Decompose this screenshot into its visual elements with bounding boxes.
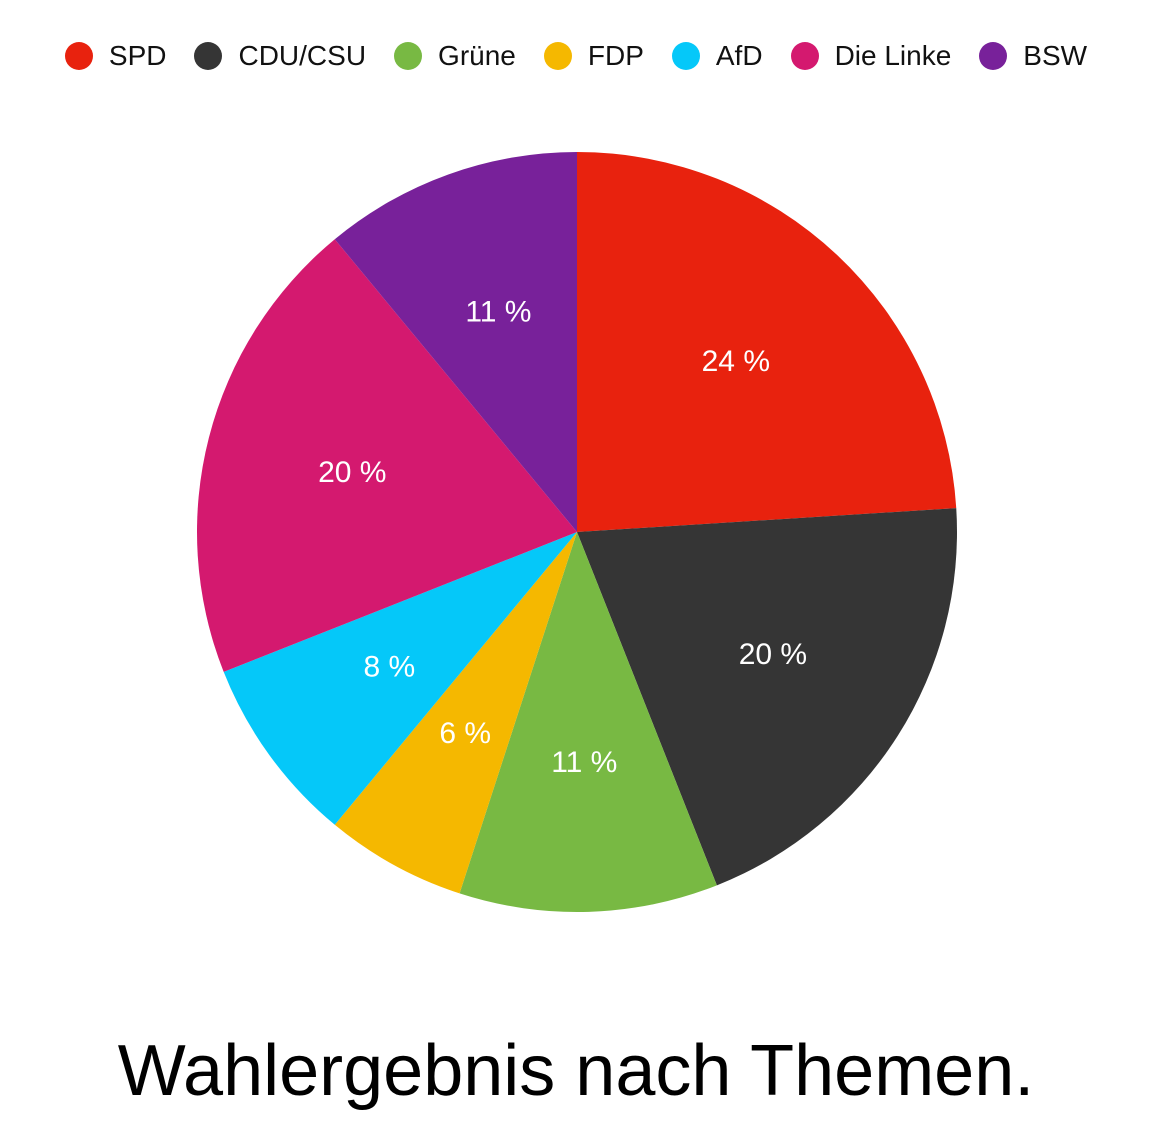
- pie-slice-bsw: [334, 152, 577, 532]
- slice-label-spd: 24 %: [702, 345, 770, 378]
- legend-item-afd: AfD: [671, 40, 763, 72]
- pie-slice-spd: [577, 152, 957, 532]
- slice-label-fdp: 6 %: [439, 717, 491, 750]
- pie-slice-cdu-csu: [577, 508, 957, 886]
- legend-swatch-cdu-csu: [194, 42, 223, 70]
- legend-item-gruene: Grüne: [394, 40, 516, 72]
- legend-swatch-fdp: [543, 42, 572, 70]
- legend-swatch-bsw: [979, 42, 1008, 70]
- slice-label-die-linke: 20 %: [318, 456, 386, 489]
- slice-label-afd: 8 %: [363, 650, 415, 683]
- pie-slice-fdp: [334, 532, 577, 894]
- slice-label-gruene: 11 %: [551, 746, 617, 779]
- legend-item-fdp: FDP: [543, 40, 644, 72]
- pie-slice-die-linke: [197, 239, 577, 672]
- legend-swatch-spd: [64, 42, 93, 70]
- legend-swatch-afd: [671, 42, 700, 70]
- legend-label-spd: SPD: [108, 40, 167, 71]
- legend-label-cdu-csu: CDU/CSU: [238, 40, 367, 71]
- legend-item-cdu-csu: CDU/CSU: [194, 40, 366, 72]
- pie-slice-afd: [223, 532, 577, 825]
- legend-swatch-gruene: [394, 42, 423, 70]
- legend: SPD CDU/CSU Grüne FDP AfD Die Linke BSW: [0, 40, 1152, 72]
- legend-label-gruene: Grüne: [438, 40, 516, 71]
- legend-swatch-die-linke: [790, 42, 819, 70]
- slice-label-bsw: 11 %: [465, 296, 531, 329]
- legend-item-bsw: BSW: [979, 40, 1087, 72]
- legend-label-afd: AfD: [715, 40, 763, 71]
- legend-item-die-linke: Die Linke: [790, 40, 952, 72]
- legend-label-bsw: BSW: [1023, 40, 1088, 71]
- legend-item-spd: SPD: [64, 40, 167, 72]
- legend-label-die-linke: Die Linke: [834, 40, 952, 71]
- slice-label-cdu-csu: 20 %: [739, 638, 807, 671]
- pie-slice-gruene: [459, 532, 717, 912]
- chart-title: Wahlergebnis nach Themen.: [117, 1031, 1035, 1111]
- legend-label-fdp: FDP: [587, 40, 644, 71]
